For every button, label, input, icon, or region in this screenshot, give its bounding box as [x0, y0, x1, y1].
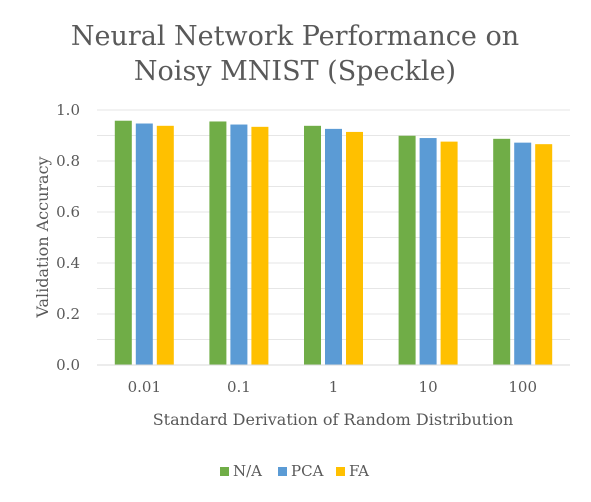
- legend: N/A PCA FA: [220, 462, 369, 480]
- x-axis-ticks: 0.01 0.1 1 10 100: [128, 378, 537, 396]
- bar-fa-0: [156, 125, 174, 365]
- y-tick-label: 0.2: [56, 305, 80, 323]
- legend-swatch: [278, 467, 287, 476]
- x-tick-label: 10: [419, 378, 438, 396]
- legend-swatch: [220, 467, 229, 476]
- bar-fa-4: [535, 144, 553, 365]
- legend-label: N/A: [233, 462, 262, 480]
- bar-na-3: [398, 135, 416, 365]
- y-tick-label: 0.8: [56, 152, 80, 170]
- y-tick-label: 0.4: [56, 254, 80, 272]
- chart-title-line-1: Neural Network Performance on: [71, 21, 519, 52]
- bars: [114, 120, 553, 366]
- y-axis-ticks: 0.0 0.2 0.4 0.6 0.8 1.0: [56, 101, 80, 374]
- bar-na-1: [209, 121, 227, 365]
- y-tick-label: 0.6: [56, 203, 80, 221]
- bar-fa-3: [440, 141, 458, 365]
- x-axis-label: Standard Derivation of Random Distributi…: [153, 410, 514, 429]
- bar-na-0: [114, 120, 132, 366]
- bar-pca-1: [230, 124, 248, 365]
- y-tick-label: 0.0: [56, 356, 80, 374]
- x-tick-label: 1: [329, 378, 339, 396]
- bar-pca-4: [514, 142, 532, 365]
- legend-swatch: [336, 467, 345, 476]
- bar-pca-0: [135, 123, 153, 365]
- x-tick-label: 0.1: [227, 378, 251, 396]
- y-tick-label: 1.0: [56, 101, 80, 119]
- legend-label: PCA: [291, 462, 324, 480]
- bar-fa-2: [346, 131, 363, 365]
- x-tick-label: 0.01: [128, 378, 161, 396]
- bar-na-2: [304, 125, 321, 365]
- x-tick-label: 100: [508, 378, 537, 396]
- bar-pca-2: [325, 128, 342, 365]
- chart-title-line-2: Noisy MNIST (Speckle): [134, 56, 456, 87]
- bar-na-4: [493, 138, 511, 365]
- y-axis-label: Validation Accuracy: [33, 156, 52, 318]
- legend-label: FA: [349, 462, 369, 480]
- bar-fa-1: [251, 126, 269, 365]
- bar-pca-3: [419, 138, 437, 365]
